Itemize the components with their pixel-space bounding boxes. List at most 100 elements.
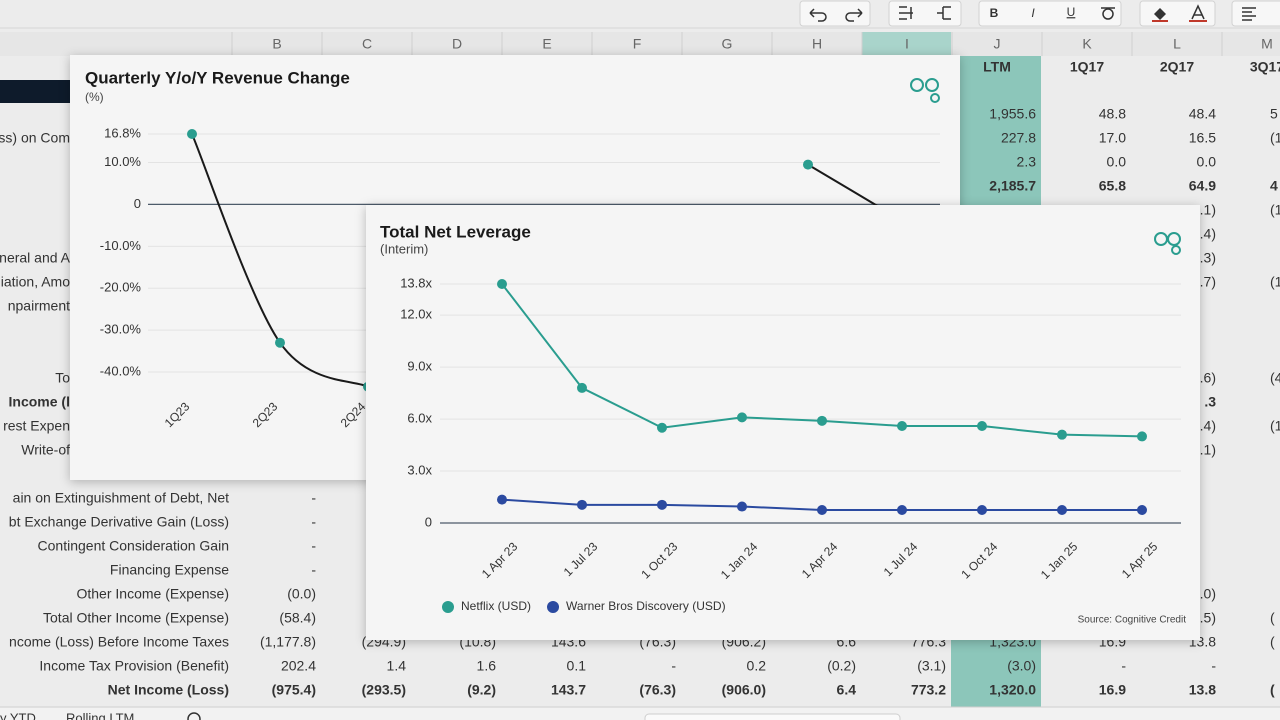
cell-value: 0.1 (567, 658, 587, 674)
fill-color-icon[interactable] (1154, 8, 1166, 20)
cell-value: .4) (1200, 226, 1216, 242)
underline-button[interactable]: U (1067, 5, 1076, 19)
scrollbar[interactable] (644, 713, 901, 720)
x-tick-label: 1 Oct 23 (638, 539, 680, 581)
cell-value: .6) (1200, 370, 1216, 386)
cell-value: (1 (1270, 202, 1280, 218)
row-label: Other Income (Expense) (76, 586, 229, 602)
x-tick-label: 1 Apr 25 (1119, 539, 1161, 581)
chart-source: Source: Cognitive Credit (1078, 615, 1187, 626)
y-tick-label: -20.0% (100, 280, 142, 295)
cell-value: ( (1270, 682, 1275, 698)
ungroup-icon[interactable] (937, 6, 951, 20)
data-point (737, 412, 747, 423)
undo-icon[interactable] (809, 8, 827, 22)
cell-value: - (1211, 658, 1216, 674)
column-letter: J (994, 36, 1001, 52)
data-point (577, 382, 587, 393)
chart-icon[interactable] (910, 78, 940, 103)
sheet-tabs-bar (0, 707, 1280, 720)
y-tick-label: 6.0x (407, 411, 432, 426)
format-buttons[interactable] (978, 0, 1122, 27)
cell-value: .1) (1200, 442, 1216, 458)
data-point (1137, 431, 1147, 442)
column-letter: B (272, 36, 281, 52)
cell-value: 1,955.6 (989, 106, 1036, 122)
row-label: Income (l (9, 394, 70, 410)
group-icon[interactable] (899, 6, 913, 20)
data-point (657, 422, 667, 433)
cell-value: (975.4) (272, 682, 316, 698)
y-tick-label: 0 (134, 196, 141, 211)
cell-value: ( (1270, 634, 1275, 650)
cell-value: 13.8 (1189, 682, 1216, 698)
data-point (657, 499, 667, 510)
cell-value: - (311, 490, 316, 506)
x-tick-label: 1 Jul 24 (881, 539, 921, 579)
cell-value: (76.3) (639, 682, 676, 698)
data-point (977, 505, 987, 516)
cell-value: - (1121, 658, 1126, 674)
column-letter: G (722, 36, 733, 52)
italic-button[interactable]: I (1031, 6, 1035, 20)
legend-marker (547, 601, 560, 613)
x-tick-label: 1 Oct 24 (958, 539, 1000, 581)
cell-value: 773.2 (911, 682, 946, 698)
cell-value: 2,185.7 (989, 178, 1036, 194)
align-left-icon[interactable] (1242, 7, 1256, 21)
column-letter: I (905, 36, 909, 52)
cell-value: (0.0) (287, 586, 316, 602)
row-label: Write-of (21, 442, 70, 458)
cell-value: (1 (1270, 418, 1280, 434)
period-header: 1Q17 (1070, 59, 1104, 75)
cell-value: 48.4 (1189, 106, 1216, 122)
column-letter: C (362, 36, 372, 52)
font-color-icon[interactable] (1191, 4, 1205, 20)
data-point (897, 505, 907, 516)
data-point (187, 129, 197, 139)
row-label: Financing Expense (110, 562, 229, 578)
row-label: Total Other Income (Expense) (43, 610, 229, 626)
data-point (577, 499, 587, 510)
cell-value: 16.9 (1099, 682, 1126, 698)
row-label: ain on Extinguishment of Debt, Net (13, 490, 229, 506)
redo-icon[interactable] (845, 8, 863, 22)
cell-value: .3 (1204, 394, 1216, 410)
row-label: Income Tax Provision (Benefit) (39, 658, 229, 674)
cell-value: 0.2 (747, 658, 767, 674)
legend-marker (442, 601, 454, 613)
x-tick-label: 1Q23 (162, 399, 193, 430)
data-point (897, 421, 907, 432)
column-letter: L (1173, 36, 1181, 52)
y-tick-label: 10.0% (104, 154, 141, 169)
color-buttons[interactable] (1139, 0, 1216, 27)
cell-value: 2.3 (1017, 154, 1037, 170)
align-buttons[interactable] (1231, 0, 1280, 27)
data-point (1057, 429, 1067, 440)
add-tab-icon[interactable] (187, 712, 201, 720)
cell-value: 65.8 (1099, 178, 1126, 194)
y-tick-label: 3.0x (407, 462, 432, 477)
sheet-tab[interactable]: y YTD (0, 710, 36, 720)
cell-value: (1 (1270, 130, 1280, 146)
y-tick-label: 12.0x (400, 307, 432, 322)
strike-button[interactable] (1102, 8, 1114, 20)
cell-value: 4 (1270, 178, 1278, 194)
cell-value: 1.6 (477, 658, 497, 674)
cell-value: 1,320.0 (989, 682, 1036, 698)
bold-button[interactable]: B (990, 6, 999, 20)
row-label: npairment (8, 298, 70, 314)
column-letter: M (1261, 36, 1273, 52)
data-point (817, 415, 827, 426)
leverage-chart-card: Total Net Leverage (Interim) Source: Cog… (366, 205, 1200, 640)
data-point (497, 494, 507, 505)
cell-value: 5 (1270, 106, 1278, 122)
chart-icon[interactable] (1154, 232, 1181, 255)
period-header: 3Q17 (1250, 59, 1280, 75)
undo-redo-group[interactable] (799, 0, 871, 27)
cell-value: (4 (1270, 370, 1280, 386)
column-letter: F (633, 36, 642, 52)
sheet-tab[interactable]: Rolling LTM (66, 710, 134, 720)
legend-label: Netflix (USD) (461, 599, 531, 613)
